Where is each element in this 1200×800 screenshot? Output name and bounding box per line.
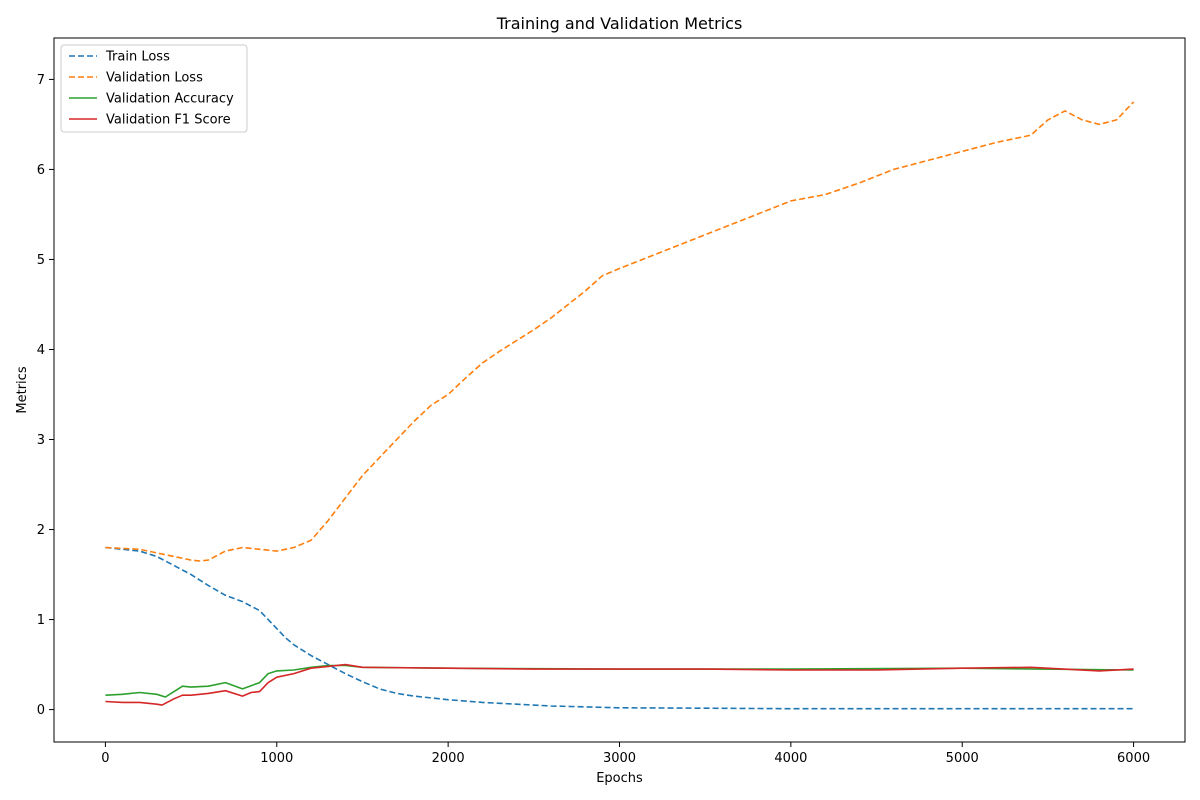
x-tick-label: 5000 — [946, 751, 979, 766]
y-axis: 0 1 2 3 4 5 6 7 — [37, 73, 54, 718]
legend-entry: Train Loss — [105, 50, 170, 65]
x-tick-label: 2000 — [432, 751, 465, 766]
legend-box — [60, 44, 248, 133]
y-tick-label: 2 — [37, 523, 45, 538]
x-tick-label: 6000 — [1117, 751, 1150, 766]
y-tick-label: 1 — [37, 613, 45, 628]
legend: Train Loss Validation Loss Validation Accu… — [60, 44, 248, 133]
x-tick-label: 0 — [101, 751, 109, 766]
plot-area — [53, 37, 1186, 743]
y-tick-label: 5 — [37, 253, 45, 268]
x-tick-label: 1000 — [260, 751, 293, 766]
legend-entry: Validation Accuracy — [106, 92, 234, 107]
legend-entry: Validation Loss — [106, 71, 203, 86]
y-tick-label: 6 — [37, 163, 45, 178]
series-line-train-loss — [105, 546, 1134, 710]
y-tick-label: 0 — [37, 703, 45, 718]
chart-title: Training and Validation Metrics — [496, 14, 743, 33]
y-axis-label: Metrics — [15, 366, 30, 413]
series-line-validation-loss — [105, 101, 1135, 562]
series-line-validation-f1-score — [105, 663, 1134, 706]
x-axis: 0 1000 2000 3000 4000 5000 6000 — [101, 742, 1150, 766]
series-layer — [105, 101, 1135, 710]
legend-entry: Validation F1 Score — [106, 113, 231, 128]
x-tick-label: 4000 — [774, 751, 807, 766]
x-tick-label: 3000 — [603, 751, 636, 766]
x-axis-label: Epochs — [596, 771, 643, 786]
y-tick-label: 4 — [37, 343, 45, 358]
y-tick-label: 3 — [37, 433, 45, 448]
y-tick-label: 7 — [37, 73, 45, 88]
